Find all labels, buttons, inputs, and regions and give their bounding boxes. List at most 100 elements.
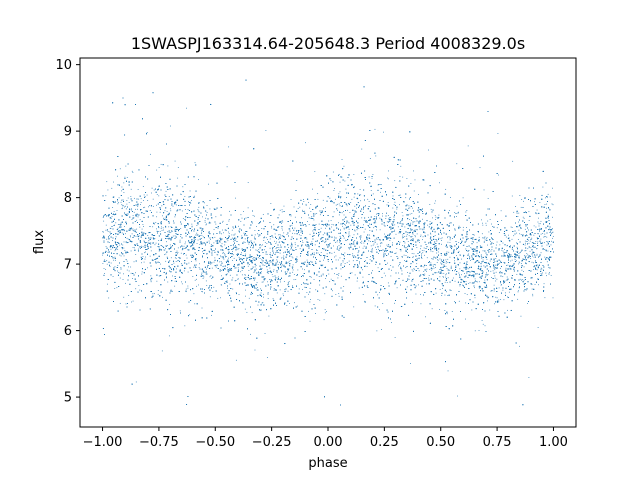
data-point <box>348 232 350 234</box>
data-point <box>367 198 369 200</box>
data-point <box>311 241 313 243</box>
data-point <box>450 236 451 238</box>
data-point <box>251 268 253 270</box>
data-point <box>412 240 414 242</box>
data-point <box>258 236 260 237</box>
data-point <box>322 199 324 201</box>
data-point <box>536 213 538 215</box>
data-point <box>465 302 467 304</box>
data-point <box>360 235 362 236</box>
data-point <box>398 232 400 234</box>
data-point <box>540 220 542 222</box>
data-point <box>459 268 461 270</box>
data-point <box>239 259 241 261</box>
data-point <box>523 266 525 268</box>
data-point <box>217 254 219 256</box>
data-point <box>431 268 433 270</box>
data-point <box>406 178 408 179</box>
data-point <box>139 246 141 248</box>
data-point <box>277 260 278 262</box>
data-point <box>110 248 112 250</box>
data-point <box>150 278 152 280</box>
data-point <box>494 277 496 279</box>
data-point <box>485 224 487 226</box>
data-point <box>511 248 513 250</box>
data-point <box>126 200 128 202</box>
data-point <box>324 312 326 314</box>
data-point <box>169 244 171 246</box>
data-point <box>502 250 504 252</box>
data-point <box>278 238 280 240</box>
data-point <box>363 224 364 226</box>
data-point <box>411 212 413 214</box>
data-point <box>228 219 230 221</box>
data-point <box>293 279 295 281</box>
data-point <box>434 239 436 240</box>
data-point <box>501 249 503 251</box>
data-point <box>434 215 436 216</box>
data-point <box>505 251 506 253</box>
data-point <box>281 265 283 267</box>
data-point <box>175 261 177 262</box>
data-point <box>489 219 491 220</box>
data-point <box>275 279 276 281</box>
data-point <box>155 221 157 223</box>
data-point <box>423 247 425 249</box>
data-point <box>165 235 167 237</box>
data-point <box>375 237 377 239</box>
data-point <box>551 232 553 234</box>
data-point <box>459 254 461 256</box>
data-point <box>481 270 483 272</box>
data-point <box>158 240 160 241</box>
data-point <box>309 301 311 303</box>
data-point <box>354 210 356 211</box>
data-point <box>119 229 121 231</box>
data-point <box>185 288 187 290</box>
data-point <box>210 222 212 224</box>
data-point <box>372 193 374 195</box>
data-point <box>192 245 194 246</box>
data-point <box>156 169 158 171</box>
data-point <box>544 233 546 235</box>
data-point <box>430 238 432 240</box>
data-point <box>232 237 233 239</box>
data-point <box>513 211 515 213</box>
data-point <box>124 250 126 252</box>
data-point <box>360 272 361 274</box>
data-point <box>309 207 311 209</box>
data-point <box>536 253 538 255</box>
data-point <box>213 228 215 230</box>
data-point <box>386 204 388 206</box>
data-point <box>289 250 290 252</box>
data-point <box>424 273 426 275</box>
data-point <box>508 256 510 257</box>
data-point <box>425 316 426 318</box>
data-point <box>165 260 167 262</box>
data-point <box>372 174 374 176</box>
data-point <box>106 263 108 265</box>
data-point <box>139 219 141 221</box>
data-point <box>482 222 484 224</box>
data-point <box>168 335 170 337</box>
data-point <box>118 232 120 234</box>
data-point <box>338 293 340 295</box>
data-point <box>111 187 113 189</box>
data-point <box>345 239 346 241</box>
data-point <box>434 230 436 232</box>
data-point <box>312 230 314 232</box>
data-point <box>201 291 203 292</box>
data-point <box>278 252 280 253</box>
data-point <box>429 238 431 239</box>
data-point <box>279 249 281 251</box>
data-point <box>334 256 335 258</box>
data-point <box>249 264 250 266</box>
data-point <box>481 233 483 235</box>
data-point <box>302 263 304 265</box>
data-point <box>404 242 406 244</box>
data-point <box>143 226 144 227</box>
data-point <box>403 237 405 238</box>
data-point <box>193 243 195 245</box>
data-point <box>526 263 527 265</box>
data-point <box>528 242 530 244</box>
data-point <box>362 247 364 249</box>
